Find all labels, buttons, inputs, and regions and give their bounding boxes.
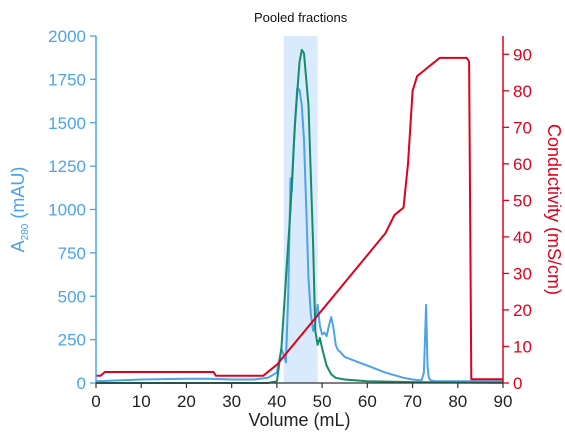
x-tick-label: 30: [222, 392, 241, 411]
right-tick-label: 80: [513, 82, 532, 101]
right-tick-label: 90: [513, 45, 532, 64]
x-tick-label: 40: [267, 392, 286, 411]
left-tick-label: 1000: [48, 201, 86, 220]
x-tick-label: 80: [448, 392, 467, 411]
left-tick-label: 1500: [48, 114, 86, 133]
x-axis-title: Volume (mL): [248, 410, 350, 430]
left-axis-title: A280 (mAU): [8, 167, 31, 253]
left-tick-label: 500: [58, 287, 86, 306]
left-tick-label: 750: [58, 244, 86, 263]
right-axis-title: Conductivity (mS/cm): [544, 124, 564, 295]
right-tick-label: 70: [513, 118, 532, 137]
x-tick-label: 10: [132, 392, 151, 411]
x-tick-label: 20: [177, 392, 196, 411]
pooled-annotation: Pooled fractions: [254, 10, 348, 25]
x-tick-label: 60: [358, 392, 377, 411]
x-tick-label: 90: [494, 392, 513, 411]
right-tick-label: 40: [513, 228, 532, 247]
x-tick-label: 70: [403, 392, 422, 411]
left-tick-label: 1750: [48, 70, 86, 89]
left-tick-label: 2000: [48, 27, 86, 46]
left-axis-title-main: A: [8, 240, 28, 252]
left-tick-label: 250: [58, 331, 86, 350]
x-tick-label: 0: [91, 392, 100, 411]
right-tick-label: 50: [513, 191, 532, 210]
right-tick-label: 10: [513, 337, 532, 356]
x-tick-label: 50: [313, 392, 332, 411]
right-tick-label: 0: [513, 374, 522, 393]
left-axis-title-unit: (mAU): [8, 167, 28, 224]
left-tick-label: 0: [77, 374, 86, 393]
right-tick-label: 30: [513, 264, 532, 283]
left-axis-title-subscript: 280: [20, 223, 31, 240]
right-tick-label: 60: [513, 155, 532, 174]
right-tick-label: 20: [513, 301, 532, 320]
left-tick-label: 1250: [48, 157, 86, 176]
